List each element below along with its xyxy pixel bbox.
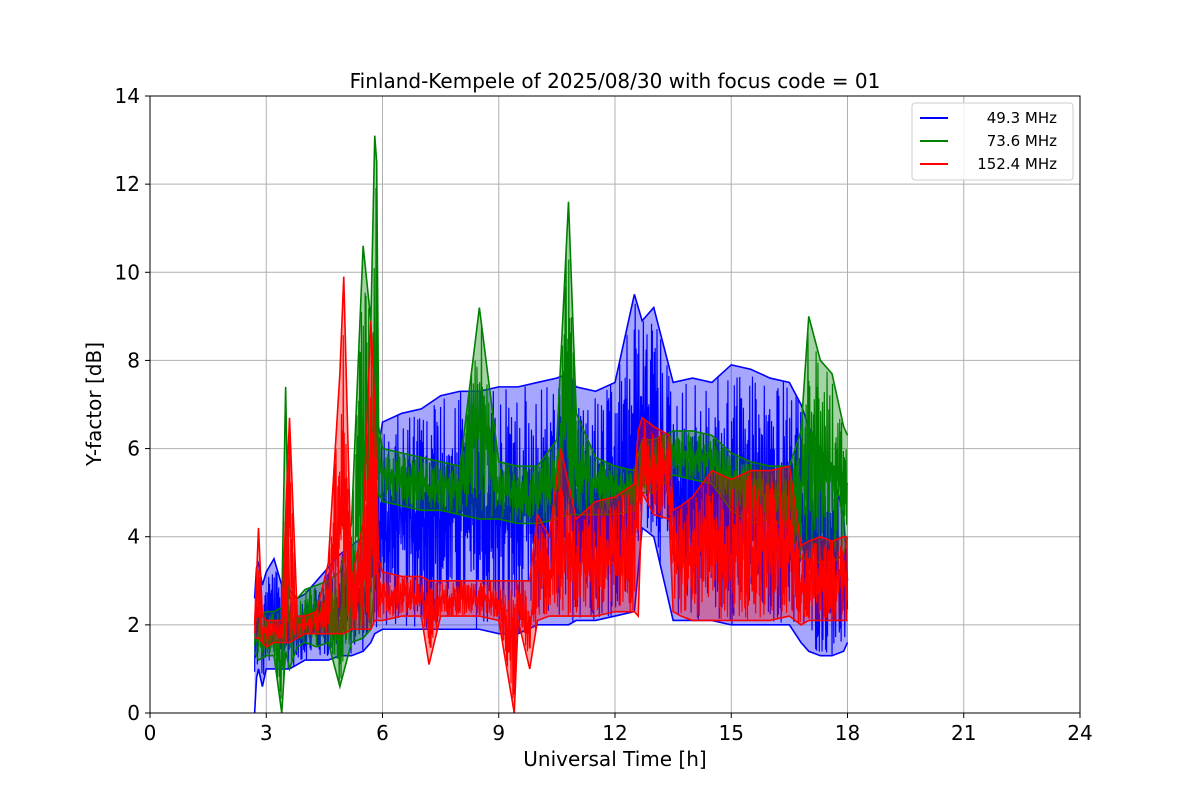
x-tick-label: 18 (835, 721, 860, 745)
x-tick-label: 6 (376, 721, 389, 745)
series-line (254, 333, 849, 699)
y-tick-label: 10 (115, 260, 140, 284)
y-tick-label: 0 (127, 701, 140, 725)
series-lower-envelope (253, 526, 849, 713)
y-axis-label: Y-factor [dB] (82, 342, 106, 467)
y-tick-label: 8 (127, 348, 140, 372)
x-tick-label: 15 (719, 721, 744, 745)
series-upper-envelope (253, 135, 849, 626)
legend: 49.3 MHz 73.6 MHz 152.4 MHz (911, 102, 1074, 181)
series-lower-envelope (254, 489, 848, 713)
chart-title: Finland-Kempele of 2025/08/30 with focus… (350, 69, 881, 93)
series-line (254, 188, 849, 699)
legend-label: 73.6 MHz (987, 132, 1057, 150)
x-tick-label: 0 (144, 721, 157, 745)
legend-label: 49.3 MHz (987, 109, 1057, 127)
y-tick-label: 12 (115, 172, 140, 196)
x-axis-label: Universal Time [h] (523, 747, 706, 771)
legend-item: 152.4 MHz (920, 155, 1057, 173)
y-tick-label: 4 (127, 525, 140, 549)
series-152-4-mhz (253, 276, 849, 713)
x-tick-label: 9 (492, 721, 505, 745)
y-tick-label: 2 (127, 613, 140, 637)
legend-box (911, 102, 1074, 181)
series-upper-envelope (253, 276, 848, 625)
legend-label: 152.4 MHz (977, 155, 1057, 173)
x-tick-label: 24 (1067, 721, 1092, 745)
x-tick-label: 3 (260, 721, 273, 745)
x-tick-label: 21 (951, 721, 976, 745)
series-layer (253, 135, 849, 713)
legend-item: 73.6 MHz (920, 132, 1057, 150)
x-tick-label: 12 (602, 721, 627, 745)
y-tick-label: 14 (115, 84, 140, 108)
legend-item: 49.3 MHz (920, 109, 1057, 127)
y-tick-label: 6 (127, 437, 140, 461)
